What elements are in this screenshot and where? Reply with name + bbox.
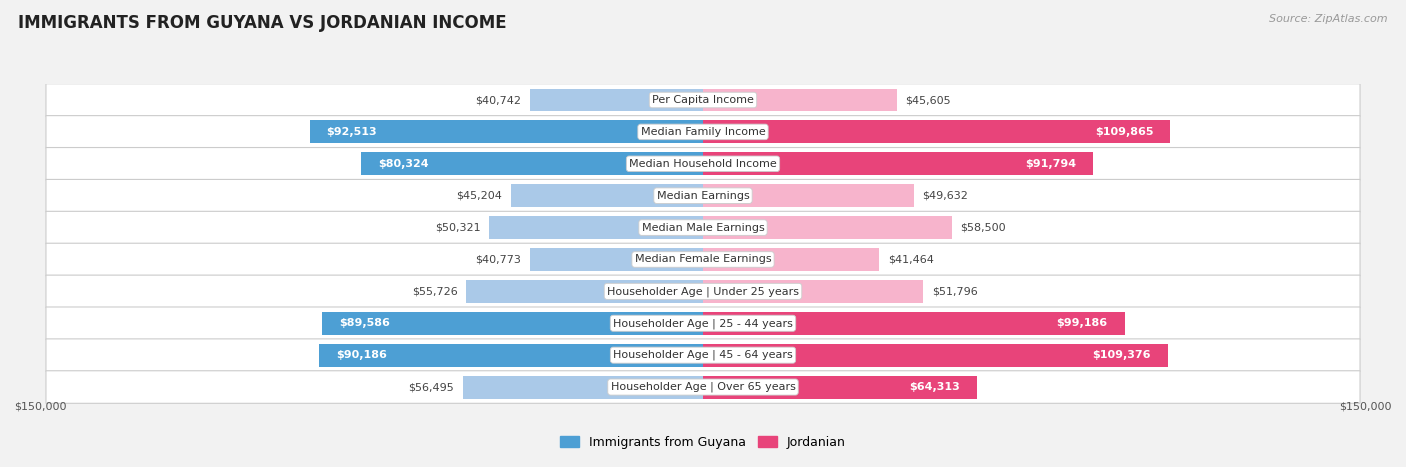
Text: $109,865: $109,865	[1095, 127, 1153, 137]
Text: $45,605: $45,605	[905, 95, 950, 105]
Text: $40,742: $40,742	[475, 95, 522, 105]
Text: $58,500: $58,500	[960, 223, 1005, 233]
FancyBboxPatch shape	[46, 179, 1360, 212]
Text: Median Female Earnings: Median Female Earnings	[634, 255, 772, 264]
FancyBboxPatch shape	[46, 148, 1360, 180]
Bar	[530, 89, 703, 112]
Bar	[463, 375, 703, 398]
Bar	[703, 280, 924, 303]
Bar	[361, 152, 703, 175]
FancyBboxPatch shape	[46, 243, 1360, 276]
Text: $41,464: $41,464	[887, 255, 934, 264]
FancyBboxPatch shape	[46, 307, 1360, 340]
Text: $109,376: $109,376	[1092, 350, 1152, 360]
Bar	[703, 216, 952, 239]
Bar	[703, 248, 879, 271]
Text: Householder Age | 45 - 64 years: Householder Age | 45 - 64 years	[613, 350, 793, 361]
Text: $40,773: $40,773	[475, 255, 522, 264]
Bar	[489, 216, 703, 239]
Text: Per Capita Income: Per Capita Income	[652, 95, 754, 105]
Legend: Immigrants from Guyana, Jordanian: Immigrants from Guyana, Jordanian	[555, 431, 851, 454]
Text: Householder Age | Over 65 years: Householder Age | Over 65 years	[610, 382, 796, 392]
Text: $150,000: $150,000	[1340, 401, 1392, 411]
Text: Householder Age | Under 25 years: Householder Age | Under 25 years	[607, 286, 799, 297]
Text: $45,204: $45,204	[457, 191, 502, 201]
FancyBboxPatch shape	[46, 339, 1360, 371]
Bar	[319, 344, 703, 367]
Bar	[703, 89, 897, 112]
Bar	[530, 248, 703, 271]
FancyBboxPatch shape	[46, 84, 1360, 116]
Text: $89,586: $89,586	[339, 318, 389, 328]
Text: Median Earnings: Median Earnings	[657, 191, 749, 201]
FancyBboxPatch shape	[46, 275, 1360, 308]
Text: $55,726: $55,726	[412, 286, 457, 297]
Text: Median Family Income: Median Family Income	[641, 127, 765, 137]
Text: $99,186: $99,186	[1057, 318, 1108, 328]
Bar	[703, 312, 1125, 335]
Text: Median Male Earnings: Median Male Earnings	[641, 223, 765, 233]
Text: $91,794: $91,794	[1025, 159, 1077, 169]
Bar	[309, 120, 703, 143]
Bar	[703, 152, 1094, 175]
Text: Median Household Income: Median Household Income	[628, 159, 778, 169]
Bar	[703, 120, 1170, 143]
FancyBboxPatch shape	[46, 116, 1360, 148]
Text: $50,321: $50,321	[434, 223, 481, 233]
Text: $64,313: $64,313	[908, 382, 959, 392]
Text: $51,796: $51,796	[932, 286, 977, 297]
Text: Householder Age | 25 - 44 years: Householder Age | 25 - 44 years	[613, 318, 793, 328]
Bar	[703, 344, 1168, 367]
Bar	[510, 184, 703, 207]
Text: Source: ZipAtlas.com: Source: ZipAtlas.com	[1270, 14, 1388, 24]
Text: $49,632: $49,632	[922, 191, 969, 201]
Text: $56,495: $56,495	[409, 382, 454, 392]
Text: IMMIGRANTS FROM GUYANA VS JORDANIAN INCOME: IMMIGRANTS FROM GUYANA VS JORDANIAN INCO…	[18, 14, 508, 32]
Text: $80,324: $80,324	[378, 159, 429, 169]
Bar	[322, 312, 703, 335]
Text: $90,186: $90,186	[336, 350, 387, 360]
FancyBboxPatch shape	[46, 371, 1360, 403]
Bar	[465, 280, 703, 303]
Text: $150,000: $150,000	[14, 401, 66, 411]
Bar	[703, 375, 977, 398]
Text: $92,513: $92,513	[326, 127, 377, 137]
FancyBboxPatch shape	[46, 211, 1360, 244]
Bar	[703, 184, 914, 207]
